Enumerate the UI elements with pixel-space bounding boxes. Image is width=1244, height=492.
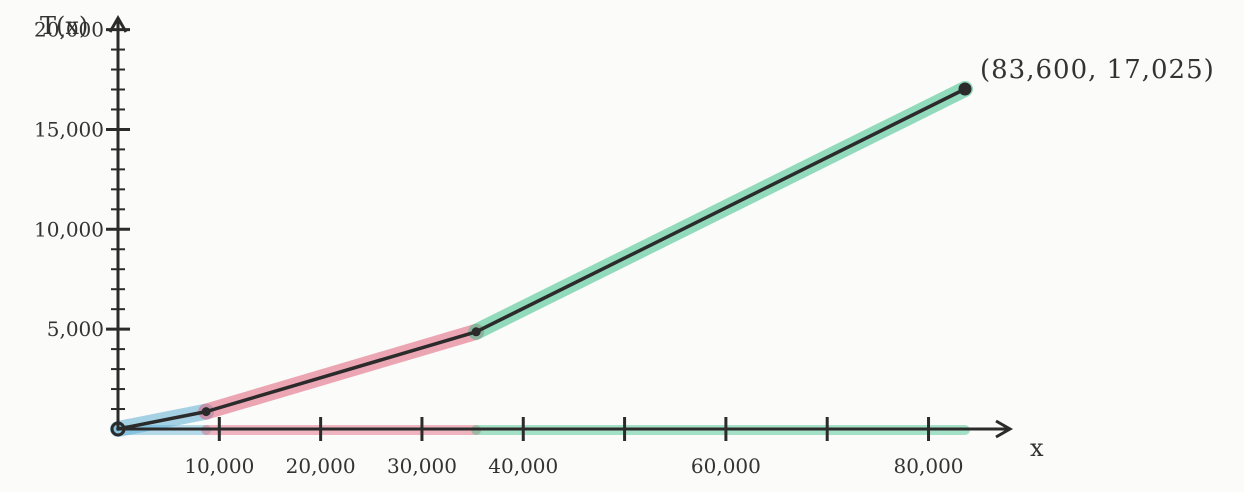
curve-segment-0	[116, 409, 208, 431]
y-tick-label: 15,000	[34, 117, 104, 141]
curve-segment-1	[204, 330, 478, 414]
axes	[108, 14, 1014, 439]
x-axis-title: x	[1030, 434, 1044, 462]
breakpoint-marker	[471, 327, 481, 337]
curve-segment-2	[474, 87, 967, 334]
breakpoint-marker	[201, 407, 211, 417]
y-axis-title: T(x)	[40, 12, 88, 40]
x-tick-label: 20,000	[286, 454, 356, 478]
labels: T(x) x (83,600, 17,025) 5,000 10,000 15,00…	[34, 12, 1215, 478]
x-tick-label: 30,000	[387, 454, 457, 478]
y-axis-arrow	[108, 14, 128, 33]
ticks	[106, 28, 931, 441]
endpoint-annotation: (83,600, 17,025)	[980, 55, 1215, 85]
y-tick-label: 5,000	[47, 317, 104, 341]
y-tick-label: 20,000	[34, 18, 104, 42]
x-tick-label: 10,000	[184, 454, 254, 478]
x-tick-label: 60,000	[691, 454, 761, 478]
x-axis-arrow	[995, 419, 1014, 439]
endpoint-marker	[958, 82, 972, 96]
breakpoint-marker	[110, 421, 126, 437]
y-tick-label: 10,000	[34, 217, 104, 241]
curve	[110, 82, 972, 437]
x-tick-label: 40,000	[488, 454, 558, 478]
colored-shading-layer	[110, 81, 973, 437]
x-tick-label: 80,000	[894, 454, 964, 478]
